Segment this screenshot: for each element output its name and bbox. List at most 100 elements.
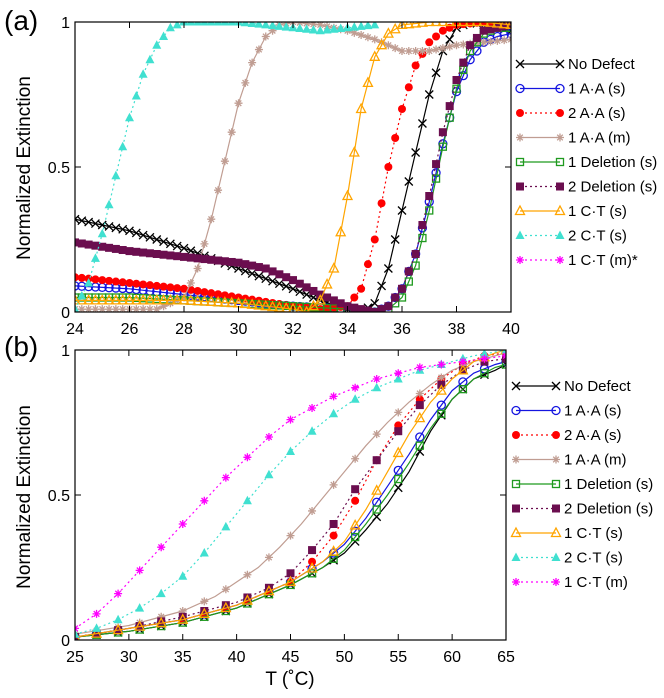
a-point-no-defect: [431, 68, 441, 78]
a-line-2-deletion-s: [75, 24, 511, 312]
a-legend-label: 2 C·T (s): [568, 228, 627, 245]
a-point-2-a-a-s: [111, 277, 120, 286]
a-point-2-deletion-s: [384, 302, 393, 311]
a-xtick-label: 24: [66, 321, 84, 338]
a-point-no-defect: [104, 221, 114, 231]
b-point-2-c-t-s: [479, 350, 489, 358]
a-point-2-c-t-s: [274, 22, 284, 30]
a-point-2-deletion-s: [200, 255, 209, 264]
b-point-2-a-a-s: [308, 557, 317, 566]
a-point-1-c-t-s: [117, 294, 129, 305]
a-point-1-a-a-m: [139, 305, 148, 312]
b-series-2-deletion-s: [75, 354, 506, 640]
a-legend-marker: [555, 59, 565, 69]
a-point-1-c-t-s: [198, 295, 211, 306]
a-point-1-a-a-m: [98, 305, 107, 312]
a-point-2-deletion-s: [493, 23, 502, 32]
a-point-no-defect: [240, 266, 250, 276]
a-line-2-c-t-s: [75, 22, 375, 310]
b-point-2-c-t-s: [113, 614, 123, 624]
a-point-no-defect: [390, 235, 400, 244]
a-point-2-c-t-s: [356, 22, 366, 30]
a-point-1-a-a-m: [438, 44, 447, 53]
a-point-2-c-t-s: [322, 24, 332, 34]
a-point-1-c-t-s: [335, 225, 347, 237]
a-point-1-c-t-s: [273, 301, 285, 312]
b-legend-marker: [511, 381, 521, 391]
b-point-1-a-a-s: [436, 400, 447, 410]
a-point-1-a-a-m: [500, 36, 509, 45]
b-point-1-c-t-s: [241, 594, 253, 605]
a-point-2-deletion-s: [438, 128, 447, 137]
a-point-2-c-t-s: [138, 69, 148, 78]
b-ytick-label: 1: [61, 343, 70, 360]
a-point-1-a-a-m: [370, 35, 379, 44]
b-point-1-c-t-m: [394, 369, 403, 378]
a-point-2-c-t-s: [77, 291, 87, 300]
a-point-2-deletion-s: [404, 267, 413, 276]
b-xtick-label: 55: [389, 649, 407, 666]
a-legend-marker: [516, 256, 524, 264]
a-point-1-c-t-s: [164, 294, 176, 305]
a-point-1-c-t-s: [430, 22, 442, 27]
a-point-no-defect: [111, 223, 121, 233]
a-point-2-c-t-s: [247, 22, 257, 27]
b-legend-label: 2 C·T (s): [564, 550, 623, 567]
a-point-2-deletion-s: [248, 261, 257, 270]
a-point-1-a-a-m: [241, 78, 250, 87]
b-point-2-deletion-s: [329, 520, 338, 528]
a-point-1-a-a-m: [398, 47, 406, 55]
a-point-2-deletion-s: [125, 247, 134, 256]
b-legend-item-2-deletion-s: 2 Deletion (s): [512, 501, 653, 518]
a-line-1-deletion-s: [75, 27, 511, 312]
a-point-2-c-t-s: [227, 22, 237, 26]
a-point-2-c-t-s: [111, 170, 121, 180]
a-point-1-a-a-m: [91, 305, 100, 312]
b-ytick-label: 0: [61, 633, 70, 650]
a-point-1-a-a-m: [220, 157, 229, 166]
b-point-2-c-t-s: [264, 469, 274, 479]
b-point-1-a-a-m: [394, 408, 403, 417]
b-series-1-c-t-s: [75, 350, 506, 640]
a-ytick-label: 0.5: [48, 160, 70, 177]
a-point-no-defect: [131, 228, 141, 238]
a-point-2-a-a-s: [357, 284, 366, 293]
a-point-1-a-a-m: [363, 33, 372, 42]
b-xtick-label: 30: [120, 649, 138, 666]
a-point-2-deletion-s: [350, 303, 359, 312]
a-point-1-a-a-m: [159, 302, 168, 311]
a-point-no-defect: [165, 239, 175, 249]
b-point-1-a-a-m: [329, 480, 338, 489]
b-point-1-deletion-s: [480, 369, 489, 378]
a-legend-label: No Defect: [568, 56, 636, 73]
a-point-1-deletion-s: [431, 174, 441, 183]
a-point-2-deletion-s: [500, 22, 509, 31]
a-legend-marker: [516, 133, 524, 142]
a-point-2-deletion-s: [275, 270, 284, 279]
a-legend-item-1-a-a-s: 1 A·A (s): [515, 81, 626, 98]
a-point-2-c-t-s: [363, 22, 373, 30]
a-legend-item-1-c-t-m: 1 C·T (m)*: [516, 252, 638, 269]
b-point-1-a-a-m: [243, 570, 252, 579]
a-point-2-c-t-s: [349, 22, 359, 31]
b-point-1-c-t-m: [372, 375, 381, 383]
a-point-1-a-a-m: [227, 128, 236, 137]
a-point-2-a-a-s: [105, 276, 114, 285]
a-legend-label: 2 Deletion (s): [568, 179, 657, 196]
a-point-1-c-t-s: [239, 297, 251, 309]
a-legend-marker: [515, 157, 525, 167]
b-point-2-c-t-s: [242, 495, 252, 505]
a-legend-label: 1 Deletion (s): [568, 154, 657, 171]
b-legend-label: 2 A·A (s): [564, 427, 622, 444]
b-xtick-label: 50: [335, 649, 353, 666]
a-legend-marker: [556, 182, 564, 191]
a-legend-label: 1 C·T (s): [568, 203, 627, 220]
a-line-1-c-t-s: [75, 22, 511, 312]
a-point-1-a-a-m: [111, 305, 120, 312]
a-point-1-c-t-s: [123, 294, 136, 305]
b-point-1-c-t-m: [437, 360, 446, 369]
a-point-1-c-t-s: [423, 22, 435, 27]
b-point-2-a-a-s: [351, 496, 360, 505]
a-point-1-c-t-s: [416, 22, 429, 27]
panel-a-legend: No Defect 1 A·A (s) 2 A·A (s) 1 A·A (m) 1 De…: [514, 56, 657, 269]
